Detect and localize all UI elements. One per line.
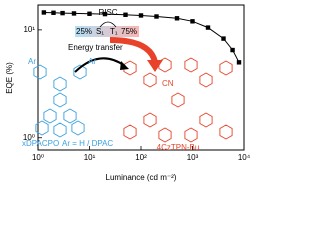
ring — [71, 120, 85, 136]
ring — [199, 72, 213, 88]
ring — [123, 124, 137, 140]
x-axis-title: Luminance (cd m⁻²) — [106, 173, 177, 182]
ar-left: Ar — [28, 57, 36, 66]
ring — [63, 108, 77, 124]
energy-bar — [75, 26, 139, 37]
data-point — [236, 60, 242, 65]
data-point — [123, 12, 128, 17]
x-tick-label: 10⁰ — [32, 153, 44, 162]
risc-label: RISC — [98, 8, 117, 17]
x-tick-label: 10¹ — [84, 153, 96, 162]
triplet-share: 75% — [121, 27, 137, 36]
ring — [184, 127, 198, 143]
ring — [158, 127, 172, 143]
red-arrow — [109, 37, 158, 63]
data-line — [43, 12, 240, 63]
data-point — [87, 11, 92, 16]
data-point — [41, 10, 47, 15]
singlet-share: 25% — [76, 27, 92, 36]
singlet: S₁ — [96, 27, 104, 36]
risc-arrow — [99, 21, 117, 28]
ring — [53, 122, 67, 138]
cn-label: CN — [162, 79, 174, 88]
ring — [43, 108, 57, 124]
data-point — [230, 47, 235, 53]
x-tick-label: 10⁴ — [238, 153, 251, 162]
y-axis-title: EQE (%) — [5, 62, 14, 94]
data-point — [71, 11, 77, 16]
triplet: T₁ — [110, 27, 118, 36]
data-point — [102, 11, 108, 17]
molecules — [33, 57, 233, 143]
ring — [143, 72, 157, 88]
ring — [53, 92, 67, 108]
ring — [184, 57, 198, 73]
x-tick-label: 10³ — [187, 153, 199, 162]
ring — [53, 76, 67, 92]
chart: RISC 25% S₁ T₁ 75% Energy transfer Ar Ar… — [5, 4, 251, 182]
data-point — [138, 13, 144, 18]
x-tick-label: 10² — [135, 153, 147, 162]
plot-frame — [37, 4, 245, 151]
transfer-label: Energy transfer — [68, 43, 123, 52]
donor-label: xDPACPO — [22, 139, 59, 148]
acceptor-label: 4CzTPN-Bu — [157, 143, 200, 152]
data-point — [221, 36, 226, 41]
ring — [73, 64, 87, 80]
y-tick-label: 10¹ — [23, 25, 35, 34]
transfer-arrowhead — [120, 61, 129, 70]
ring — [199, 112, 213, 128]
data-point — [51, 10, 56, 15]
data-point — [205, 25, 211, 30]
data-point — [154, 14, 159, 19]
transfer-arrow — [74, 57, 126, 73]
ring — [33, 64, 47, 80]
ar-right: Ar — [88, 57, 96, 66]
donor-note: Ar = H / DPAC — [62, 139, 113, 148]
data-point — [174, 16, 180, 21]
data-point — [60, 10, 65, 16]
ring — [219, 60, 233, 76]
ring — [171, 92, 185, 108]
data-point — [190, 19, 195, 24]
red-arrowhead — [147, 60, 163, 72]
ring — [219, 124, 233, 140]
ring — [143, 112, 157, 128]
y-tick-label: 10⁰ — [23, 133, 35, 142]
ring — [35, 120, 49, 136]
